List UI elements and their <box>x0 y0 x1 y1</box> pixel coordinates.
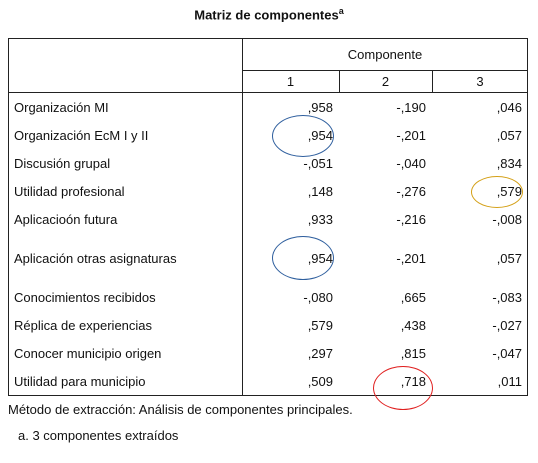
row-label: Organización EcM I y II <box>14 128 149 143</box>
cell-value: ,297 <box>307 346 333 361</box>
footnote: Método de extracción: Análisis de compon… <box>8 402 353 417</box>
cell-value: -,201 <box>396 251 426 266</box>
rule <box>339 70 340 92</box>
rule <box>242 70 528 71</box>
row-label: Utilidad para municipio <box>14 374 146 389</box>
row-label: Utilidad profesional <box>14 184 125 199</box>
row-label: Organización MI <box>14 100 109 115</box>
cell-value: ,718 <box>400 374 426 389</box>
cell-value: -,190 <box>396 100 426 115</box>
row-label: Conocimientos recibidos <box>14 290 156 305</box>
row-label: Aplicacioón futura <box>14 212 118 227</box>
highlight-circle <box>471 176 523 208</box>
row-label: Discusión grupal <box>14 156 111 171</box>
column-header: 1 <box>286 73 295 89</box>
rule <box>432 70 433 92</box>
cell-value: ,046 <box>496 100 522 115</box>
cell-value: ,011 <box>497 374 522 389</box>
cell-value: ,438 <box>400 318 426 333</box>
cell-value: ,057 <box>496 251 522 266</box>
cell-value: ,579 <box>496 184 522 199</box>
group-header: Componente <box>347 46 423 62</box>
rule <box>242 38 243 396</box>
cell-value: -,008 <box>492 212 522 227</box>
cell-value: -,083 <box>492 290 522 305</box>
footnote: a. 3 componentes extraídos <box>18 428 179 443</box>
cell-value: ,954 <box>307 128 333 143</box>
cell-value: ,148 <box>307 184 333 199</box>
cell-value: -,276 <box>396 184 426 199</box>
cell-value: ,958 <box>307 100 333 115</box>
cell-value: -,047 <box>492 346 522 361</box>
cell-value: -,080 <box>303 290 333 305</box>
highlight-circle <box>373 366 433 410</box>
cell-value: -,216 <box>396 212 426 227</box>
cell-value: ,834 <box>496 156 522 171</box>
row-label: Aplicación otras asignaturas <box>14 251 177 266</box>
highlight-circle <box>272 236 334 280</box>
column-header: 2 <box>381 73 390 89</box>
title-note: a <box>338 6 344 16</box>
row-label: Conocer municipio origen <box>14 346 162 361</box>
cell-value: -,027 <box>492 318 522 333</box>
column-header: 3 <box>476 73 484 89</box>
cell-value: ,509 <box>307 374 333 389</box>
cell-value: -,201 <box>396 128 426 143</box>
cell-value: ,579 <box>307 318 333 333</box>
cell-value: ,933 <box>307 212 333 227</box>
cell-value: ,815 <box>400 346 426 361</box>
rule <box>8 92 528 93</box>
row-label: Réplica de experiencias <box>14 318 153 333</box>
highlight-circle <box>272 115 334 157</box>
cell-value: -,040 <box>396 156 426 171</box>
table-title: Matriz de componentesa <box>0 6 538 22</box>
table-frame <box>8 38 528 396</box>
cell-value: ,057 <box>496 128 522 143</box>
cell-value: ,954 <box>307 251 333 266</box>
title-text: Matriz de componentes <box>194 7 339 23</box>
cell-value: -,051 <box>303 156 333 171</box>
cell-value: ,665 <box>400 290 426 305</box>
